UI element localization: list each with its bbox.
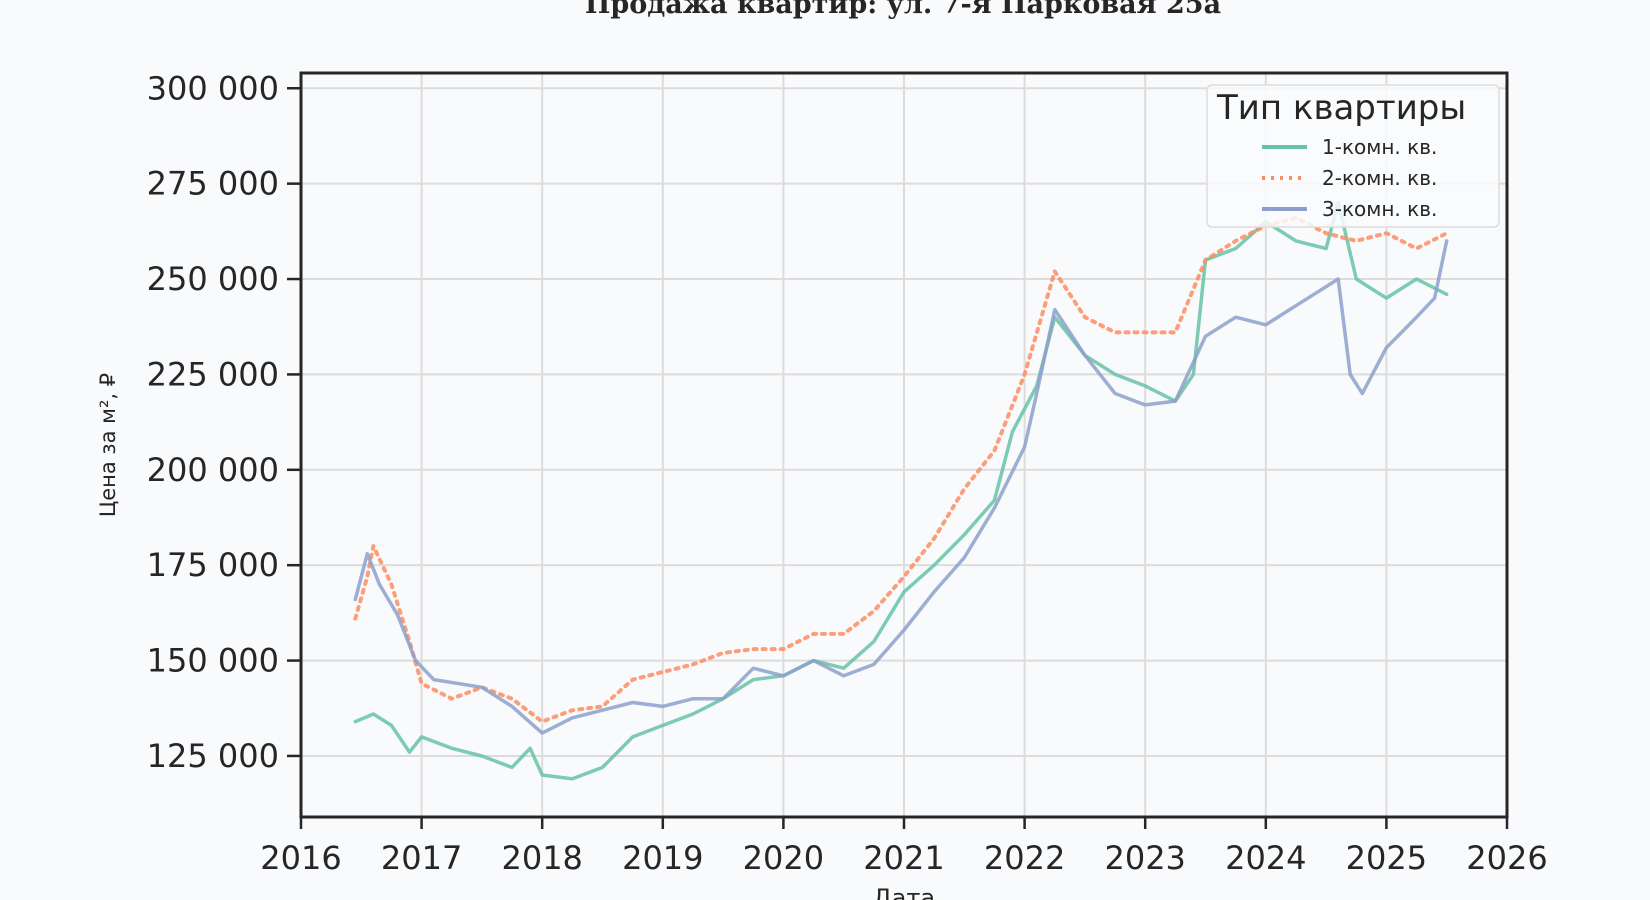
- chart-title: Продажа квартир: ул. 7-я Парковая 25а: [585, 0, 1221, 20]
- x-tick-label: 2016: [260, 839, 341, 877]
- legend-title: Тип квартиры: [1216, 88, 1466, 128]
- x-tick-label: 2019: [622, 839, 703, 877]
- line: [353, 216, 1449, 724]
- legend-label: 1-комн. кв.: [1322, 135, 1437, 159]
- plot-frame: [299, 71, 1509, 819]
- x-tick-label: 2026: [1466, 839, 1547, 877]
- x-axis-label: Дата: [873, 884, 935, 900]
- y-tick-label: 275 000: [147, 165, 279, 203]
- y-axis-label: Цена за м², ₽: [96, 373, 120, 517]
- line: [353, 200, 1449, 781]
- y-tick-label: 300 000: [147, 69, 279, 107]
- x-tick-label: 2020: [743, 839, 824, 877]
- x-tick-label: 2024: [1225, 839, 1306, 877]
- x-tick-label: 2017: [381, 839, 462, 877]
- y-tick-label: 125 000: [147, 737, 279, 775]
- legend-box: [1206, 84, 1500, 228]
- legend-label: 2-комн. кв.: [1322, 166, 1437, 190]
- y-tick-label: 150 000: [147, 642, 279, 680]
- line: [353, 239, 1449, 735]
- x-tick-label: 2021: [863, 839, 944, 877]
- legend: Тип квартиры 1-комн. кв. 2-комн. кв. 3-комн…: [1206, 84, 1500, 228]
- x-tick-label: 2023: [1104, 839, 1185, 877]
- x-tick-label: 2022: [984, 839, 1065, 877]
- y-tick-label: 250 000: [147, 260, 279, 298]
- x-tick-label: 2018: [501, 839, 582, 877]
- y-tick-label: 175 000: [147, 546, 279, 584]
- y-tick-label: 200 000: [147, 451, 279, 489]
- x-tick-label: 2025: [1346, 839, 1427, 877]
- legend-label: 3-комн. кв.: [1322, 197, 1437, 221]
- y-tick-label: 225 000: [147, 355, 279, 393]
